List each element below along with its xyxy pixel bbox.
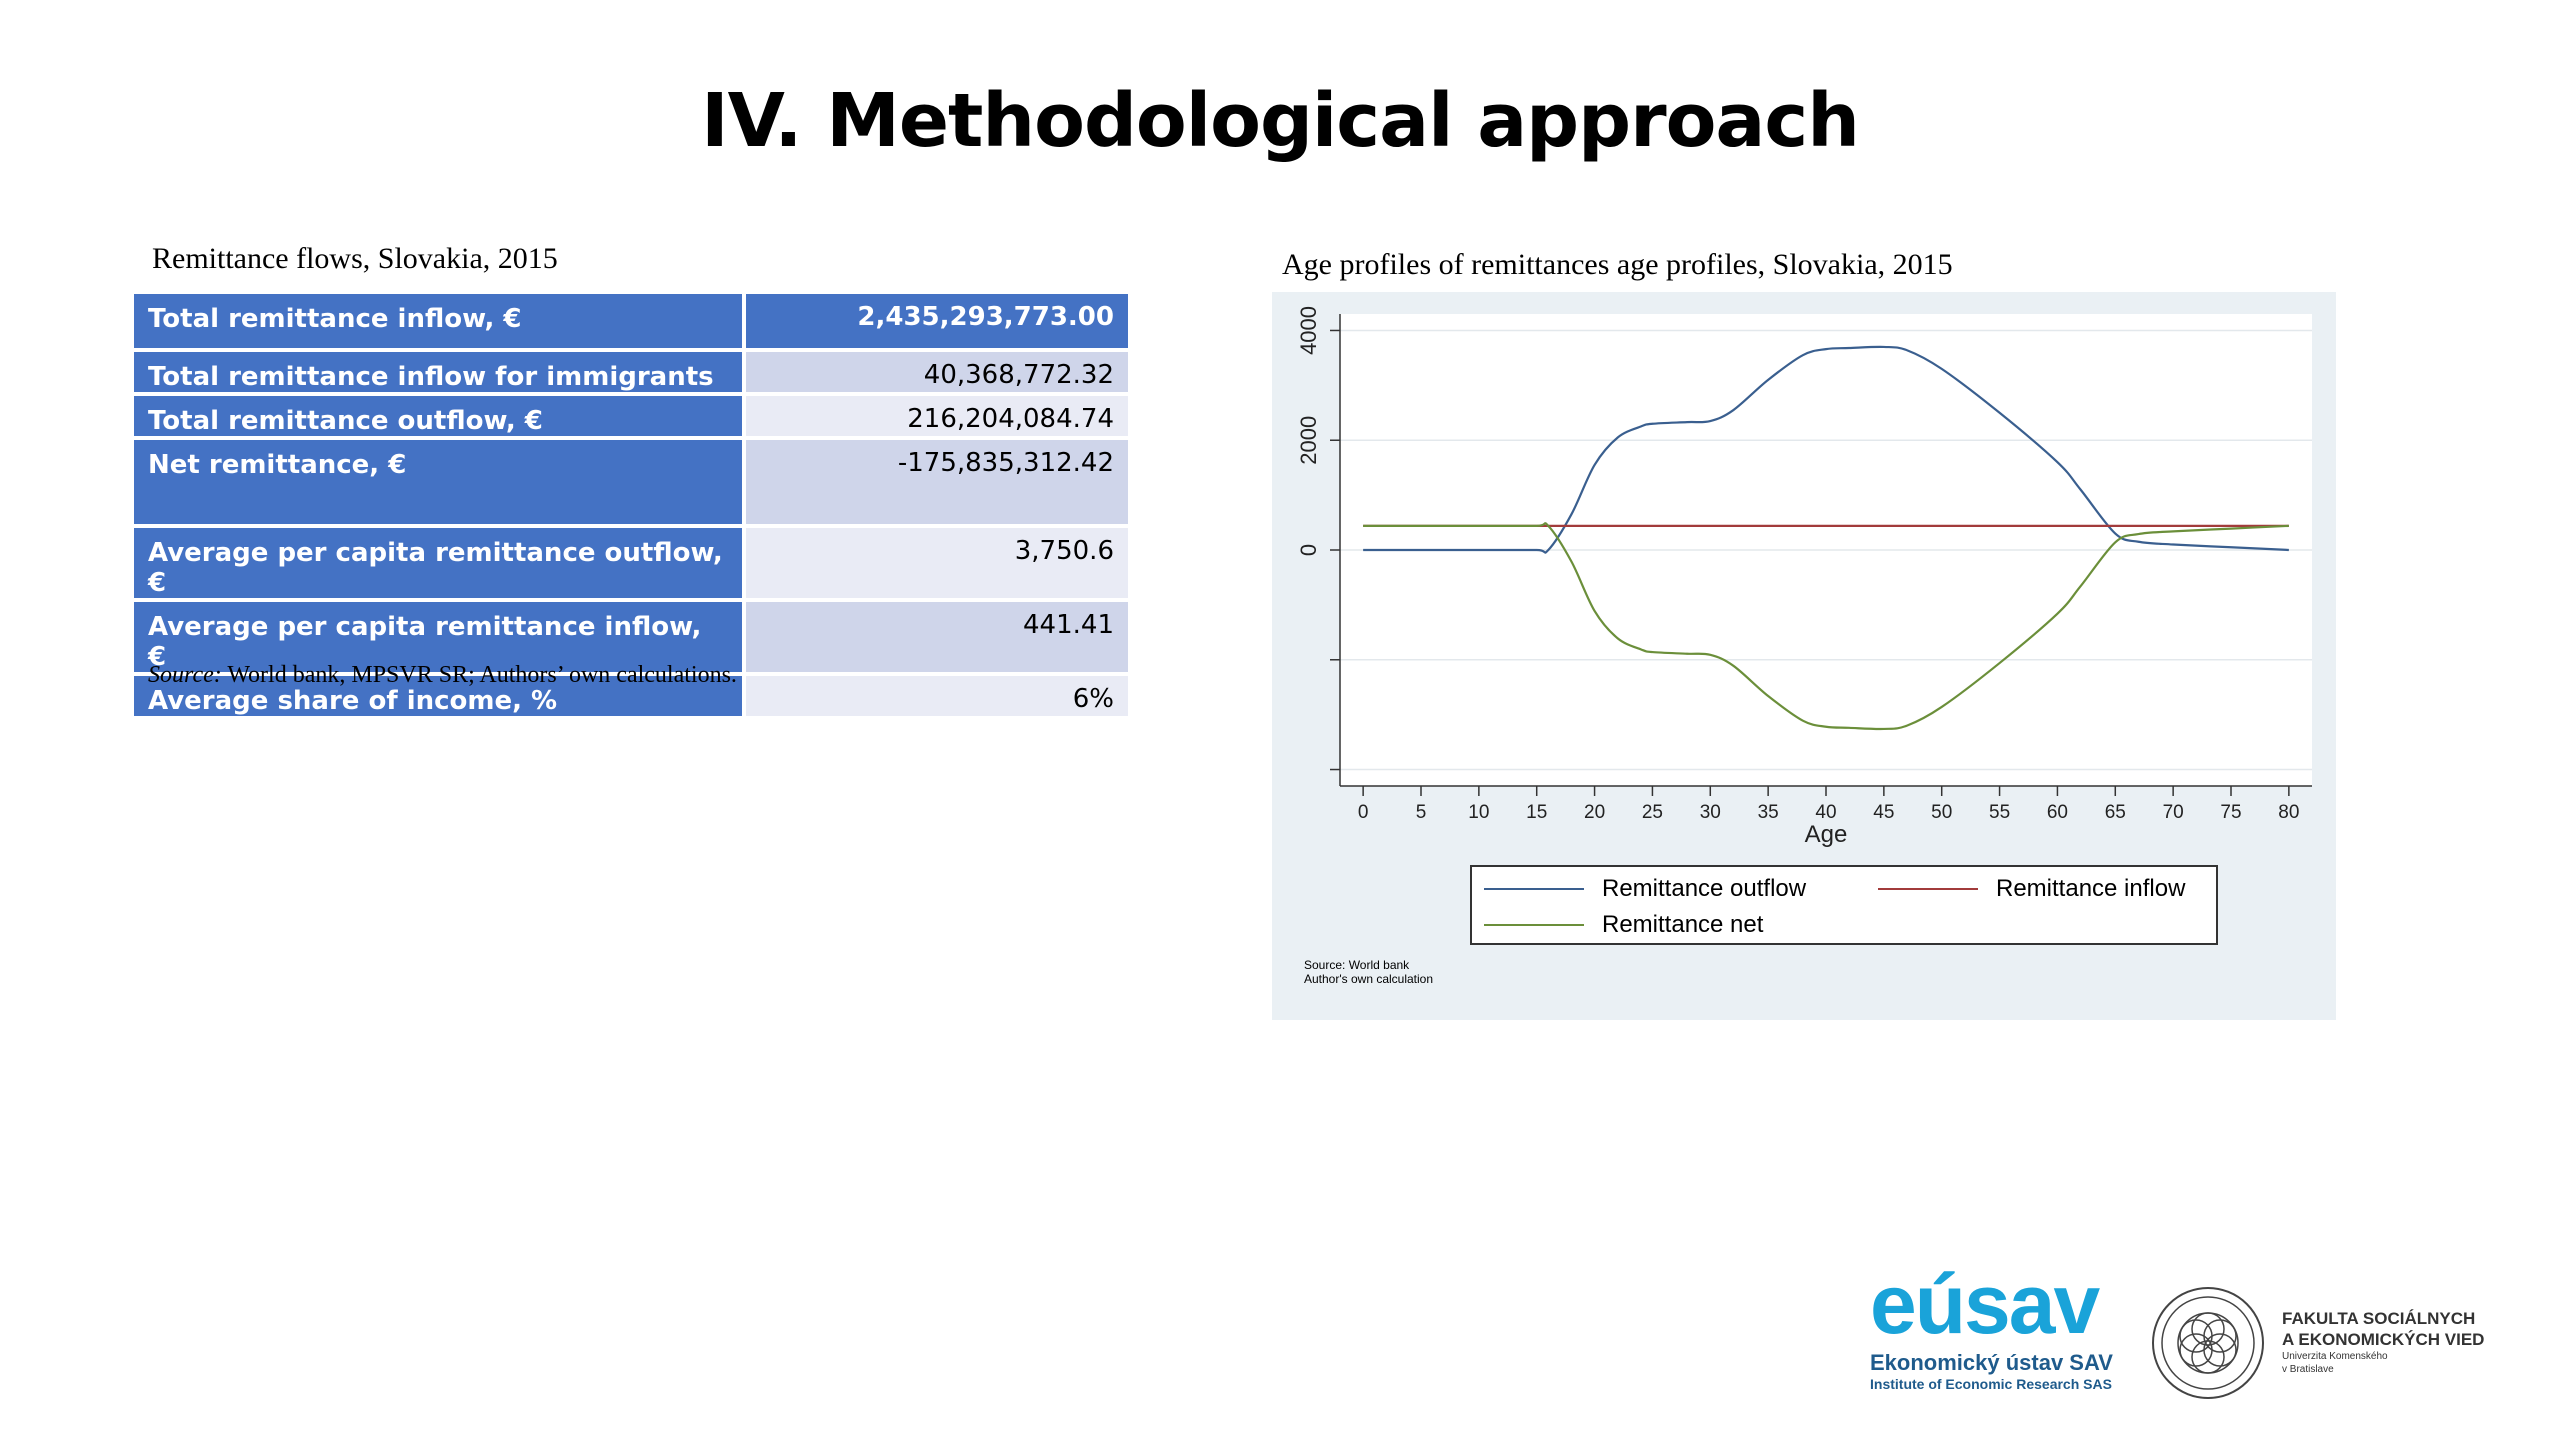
chart-legend: Remittance outflow Remittance inflow Rem…: [1470, 865, 2218, 945]
y-tick-label: 4000: [1296, 306, 1321, 355]
university-seal-icon: [2152, 1287, 2264, 1399]
table-row: Average share of income, % 6%: [134, 676, 1128, 716]
x-tick-label: 75: [2220, 802, 2241, 823]
chart-source-line: Source: World bank: [1304, 958, 1410, 972]
eusav-logo: eúsav Ekonomický ústav SAV Institute of …: [1870, 1262, 2140, 1402]
remittance-table: Total remittance inflow, € 2,435,293,773…: [134, 290, 1128, 720]
legend-item: Remittance net: [1484, 911, 1763, 939]
table-row: Total remittance inflow for immigrants 4…: [134, 352, 1128, 392]
x-tick-label: 60: [2047, 802, 2068, 823]
chart-source-note: Source: World bank Author's own calculat…: [1304, 958, 1433, 986]
x-tick-label: 45: [1873, 802, 1894, 823]
row-label: Average per capita remittance inflow, €: [134, 602, 746, 672]
x-tick-label: 35: [1758, 802, 1779, 823]
fsev-line: Univerzita Komenského: [2282, 1351, 2388, 1362]
row-label: Total remittance outflow, €: [134, 396, 746, 436]
x-tick-label: 70: [2163, 802, 2184, 823]
legend-label: Remittance inflow: [1996, 875, 2186, 902]
x-tick-label: 10: [1468, 802, 1489, 823]
x-tick-label: 25: [1642, 802, 1663, 823]
chart-source-line: Author's own calculation: [1304, 972, 1434, 986]
x-tick-label: 50: [1931, 802, 1952, 823]
table-row: Average per capita remittance outflow, €…: [134, 528, 1128, 598]
x-tick-label: 65: [2105, 802, 2126, 823]
y-tick-label: 0: [1296, 544, 1321, 556]
legend-label: Remittance outflow: [1602, 875, 1807, 902]
fsev-line: A EKONOMICKÝCH VIED: [2282, 1330, 2485, 1349]
x-axis-label: Age: [1805, 821, 1848, 848]
age-profile-chart: 4000 2000 0 0 5 10 15 20 25 30 35 40 45 50 55 60 65 70 75 8…: [1296, 306, 2312, 848]
table-row: Average per capita remittance inflow, € …: [134, 602, 1128, 672]
row-value: 2,435,293,773.00: [746, 294, 1128, 348]
row-value: 6%: [746, 676, 1128, 716]
x-tick-label: 40: [1815, 802, 1836, 823]
table-caption: Remittance flows, Slovakia, 2015: [152, 242, 558, 275]
legend-item: Remittance inflow: [1878, 875, 2185, 903]
x-tick-label: 55: [1989, 802, 2010, 823]
x-tick-label: 30: [1700, 802, 1721, 823]
series-line-remittance-outflow: [1363, 345, 2289, 554]
x-tick-label: 80: [2278, 802, 2299, 823]
source-text: World bank, MPSVR SR; Authors’ own calcu…: [221, 662, 737, 688]
row-value: -175,835,312.42: [746, 440, 1128, 524]
row-value: 3,750.6: [746, 528, 1128, 598]
series-line-remittance-net: [1363, 522, 2289, 731]
row-label: Total remittance inflow for immigrants: [134, 352, 746, 392]
row-value: 441.41: [746, 602, 1128, 672]
chart-caption: Age profiles of remittances age profiles…: [1282, 248, 1953, 281]
slide-title: IV. Methodological approach: [701, 78, 1860, 164]
x-tick-label: 5: [1416, 802, 1427, 823]
table-source-note: Source: World bank, MPSVR SR; Authors’ o…: [148, 662, 737, 689]
table-row: Net remittance, € -175,835,312.42: [134, 440, 1128, 524]
row-value: 40,368,772.32: [746, 352, 1128, 392]
y-tick-label: 2000: [1296, 416, 1321, 465]
legend-swatch-inflow: [1878, 888, 1978, 890]
row-label: Average per capita remittance outflow, €: [134, 528, 746, 598]
fsev-line: v Bratislave: [2282, 1364, 2334, 1375]
row-label: Average share of income, %: [134, 676, 746, 716]
row-label: Total remittance inflow, €: [134, 294, 746, 348]
eusav-logo-subtitle-en: Institute of Economic Research SAS: [1870, 1376, 2112, 1392]
x-tick-label: 0: [1358, 802, 1369, 823]
row-label: Net remittance, €: [134, 440, 746, 524]
eusav-logo-word: eúsav: [1870, 1257, 2100, 1351]
fsev-line: FAKULTA SOCIÁLNYCH: [2282, 1309, 2476, 1328]
table-row: Total remittance outflow, € 216,204,084.…: [134, 396, 1128, 436]
source-label: Source:: [148, 662, 222, 688]
fsev-logo-text: FAKULTA SOCIÁLNYCH A EKONOMICKÝCH VIED U…: [2282, 1308, 2484, 1376]
x-tick-label: 20: [1584, 802, 1605, 823]
legend-swatch-outflow: [1484, 888, 1584, 890]
legend-swatch-net: [1484, 924, 1584, 926]
eusav-logo-subtitle: Ekonomický ústav SAV: [1870, 1350, 2113, 1375]
x-tick-label: 15: [1526, 802, 1547, 823]
chart-panel: 4000 2000 0 0 5 10 15 20 25 30 35 40 45 50 55 60 65 70 75 8…: [1272, 292, 2336, 1020]
row-value: 216,204,084.74: [746, 396, 1128, 436]
table-row: Total remittance inflow, € 2,435,293,773…: [134, 294, 1128, 348]
legend-item: Remittance outflow: [1484, 875, 1806, 903]
legend-label: Remittance net: [1602, 911, 1764, 938]
